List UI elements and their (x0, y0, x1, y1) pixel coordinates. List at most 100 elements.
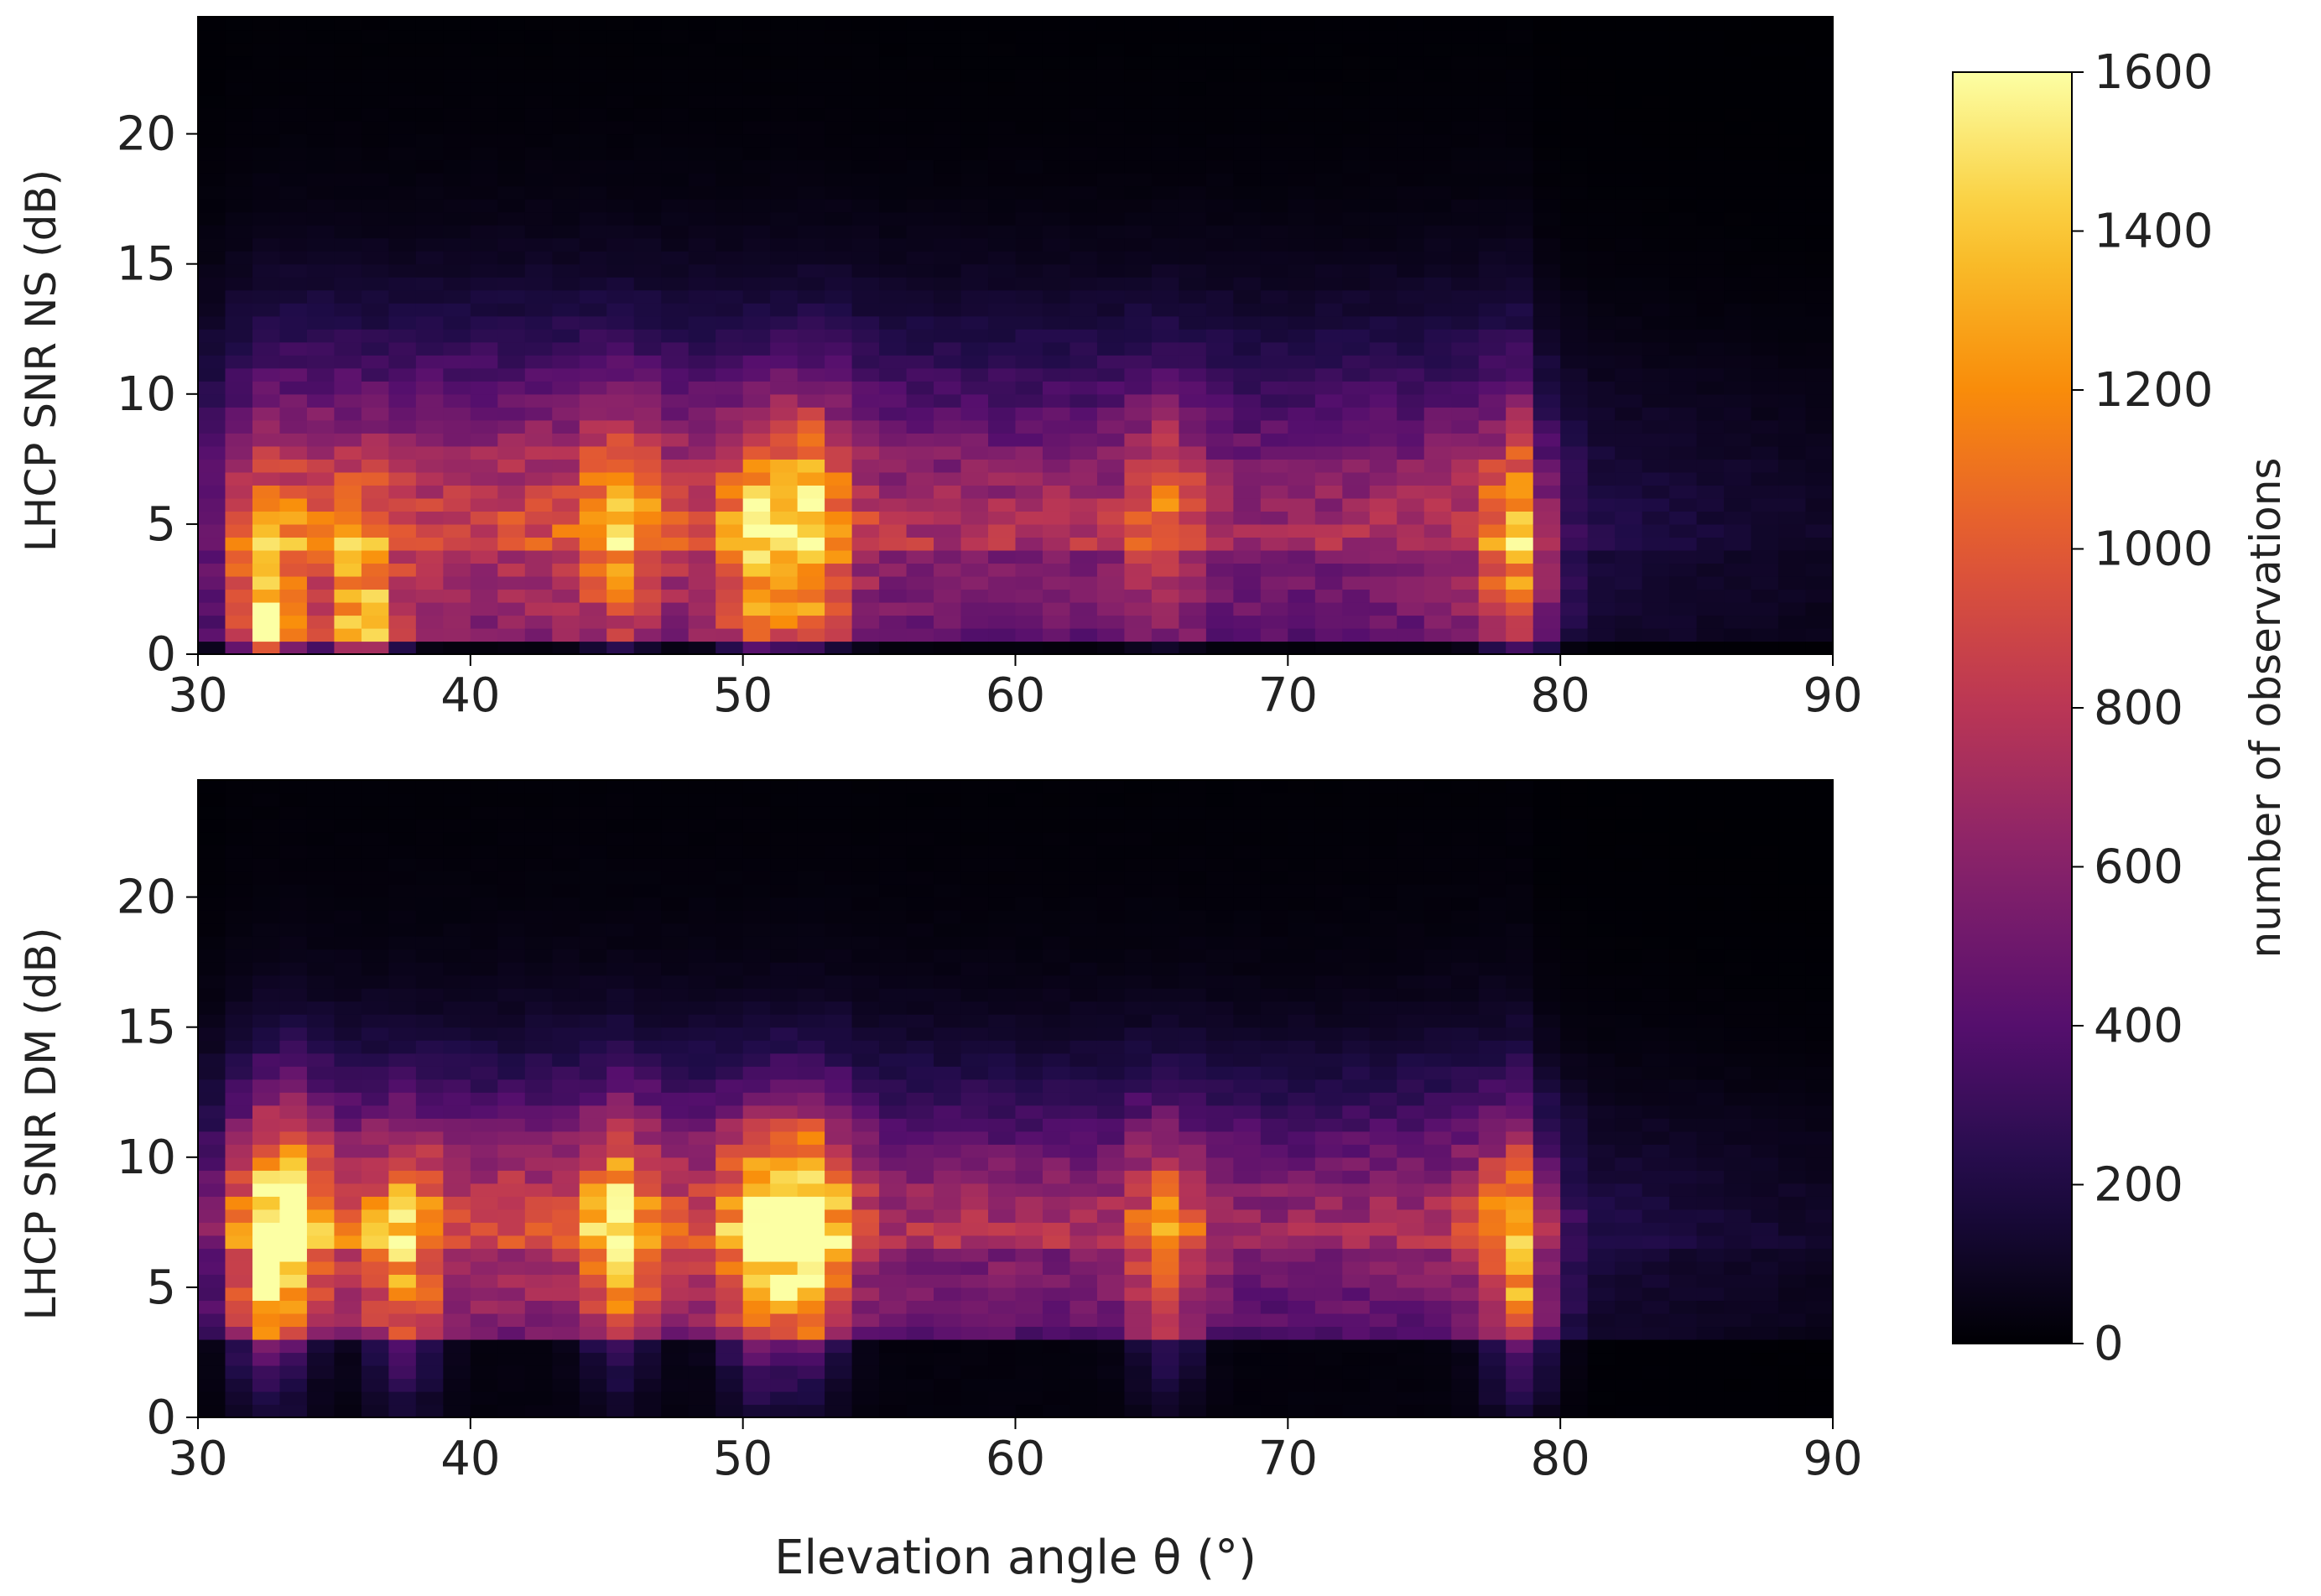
heatmap-cell (688, 121, 716, 135)
heatmap-cell (797, 1300, 825, 1314)
heatmap-cell (716, 1248, 744, 1262)
heatmap-cell (1615, 601, 1643, 616)
heatmap-cell (825, 523, 853, 538)
heatmap-cell (988, 29, 1017, 44)
heatmap-cell (988, 159, 1017, 174)
heatmap-cell (1751, 95, 1779, 109)
heatmap-cell (906, 1001, 934, 1015)
heatmap-cell (988, 407, 1017, 421)
heatmap-cell (1233, 95, 1262, 109)
heatmap-cell (1642, 419, 1670, 434)
heatmap-cell (825, 237, 853, 252)
heatmap-cell (960, 211, 989, 226)
heatmap-cell (1560, 159, 1589, 174)
heatmap-cell (1042, 289, 1071, 304)
heatmap-cell (1260, 107, 1288, 122)
heatmap-cell (1124, 1157, 1153, 1171)
heatmap-cell (497, 459, 526, 473)
heatmap-cell (688, 445, 716, 460)
heatmap-cell (770, 159, 799, 174)
heatmap-cell (279, 511, 308, 525)
heatmap-cell (1205, 95, 1234, 109)
heatmap-cell (825, 81, 853, 96)
heatmap-cell (1587, 303, 1616, 317)
heatmap-cell (1151, 537, 1179, 551)
heatmap-cell (225, 159, 253, 174)
heatmap-cell (1369, 159, 1397, 174)
heatmap-cell (770, 793, 799, 807)
heatmap-cell (497, 1287, 526, 1302)
heatmap-cell (633, 806, 662, 820)
heatmap-cell (1069, 1040, 1098, 1054)
heatmap-cell (716, 975, 744, 989)
heatmap-cell (524, 1118, 553, 1132)
heatmap-cell (443, 211, 471, 226)
heatmap-cell (633, 641, 662, 655)
heatmap-cell (906, 459, 934, 473)
heatmap-cell (1369, 523, 1397, 538)
heatmap-cell (334, 1131, 362, 1145)
heatmap-cell (1314, 355, 1343, 369)
heatmap-cell (1042, 315, 1071, 330)
heatmap-cell (415, 627, 444, 642)
heatmap-cell (1533, 225, 1561, 239)
heatmap-cell (579, 81, 607, 96)
heatmap-cell (361, 1092, 389, 1106)
heatmap-cell (1096, 962, 1126, 976)
heatmap-cell (279, 1131, 308, 1145)
heatmap-cell (1042, 845, 1071, 859)
heatmap-cell (1560, 407, 1589, 421)
heatmap-cell (1369, 575, 1397, 590)
heatmap-cell (1042, 17, 1071, 31)
heatmap-cell (825, 355, 853, 369)
heatmap-cell (1233, 81, 1262, 96)
heatmap-cell (1533, 563, 1561, 577)
heatmap-cell (524, 1053, 553, 1067)
heatmap-cell (497, 575, 526, 590)
heatmap-cell (1533, 185, 1561, 200)
heatmap-cell (960, 819, 989, 833)
heatmap-cell (1096, 497, 1126, 512)
heatmap-cell (770, 485, 799, 499)
heatmap-cell (279, 1313, 308, 1328)
heatmap-cell (552, 936, 580, 950)
heatmap-cell (306, 832, 336, 846)
heatmap-cell (742, 81, 771, 96)
heatmap-cell (1642, 563, 1670, 577)
heatmap-cell (524, 1170, 553, 1184)
heatmap-cell (716, 147, 744, 161)
heatmap-cell (960, 381, 989, 395)
heatmap-cell (1369, 121, 1397, 135)
heatmap-cell (252, 95, 281, 109)
heatmap-cell (988, 923, 1017, 937)
heatmap-cell (306, 1014, 336, 1028)
heatmap-cell (906, 1079, 934, 1093)
heatmap-cell (1451, 303, 1480, 317)
heatmap-cell (361, 393, 389, 408)
heatmap-cell (1288, 1313, 1316, 1328)
heatmap-cell (688, 381, 716, 395)
heatmap-cell (1423, 459, 1452, 473)
heatmap-cell (1151, 251, 1179, 265)
heatmap-cell (1642, 641, 1670, 655)
heatmap-cell (334, 1066, 362, 1080)
heatmap-cell (1069, 159, 1098, 174)
heatmap-cell (988, 55, 1017, 70)
heatmap-cell (1233, 962, 1262, 976)
heatmap-cell (1805, 237, 1834, 252)
heatmap-cell (1451, 173, 1480, 187)
heatmap-cell (470, 1092, 498, 1106)
heatmap-cell (1724, 459, 1752, 473)
heatmap-cell (633, 1339, 662, 1354)
heatmap-cell (1805, 393, 1834, 408)
heatmap-cell (906, 1261, 934, 1275)
heatmap-cell (742, 289, 771, 304)
heatmap-cell (1151, 806, 1179, 820)
heatmap-cell (633, 1170, 662, 1184)
heatmap-cell (1233, 367, 1262, 382)
heatmap-cell (443, 1105, 471, 1119)
heatmap-cell (470, 277, 498, 291)
heatmap-cell (770, 225, 799, 239)
heatmap-cell (1205, 419, 1234, 434)
heatmap-cell (851, 1248, 880, 1262)
